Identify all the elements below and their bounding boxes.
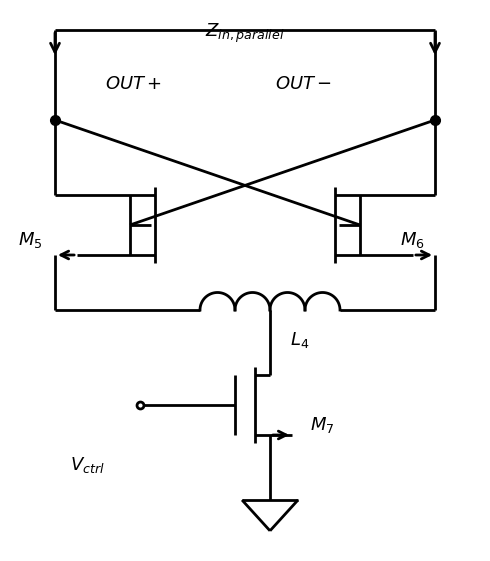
Text: $M_5$: $M_5$ (18, 230, 43, 250)
Text: $OUT +$: $OUT +$ (105, 75, 162, 93)
Text: $OUT -$: $OUT -$ (275, 75, 332, 93)
Text: $V_{ctrl}$: $V_{ctrl}$ (70, 455, 105, 475)
Text: $L_4$: $L_4$ (290, 330, 309, 350)
Text: $M_6$: $M_6$ (400, 230, 425, 250)
Text: $M_7$: $M_7$ (310, 415, 334, 435)
Text: $Z_{in,parallel}$: $Z_{in,parallel}$ (205, 22, 285, 45)
